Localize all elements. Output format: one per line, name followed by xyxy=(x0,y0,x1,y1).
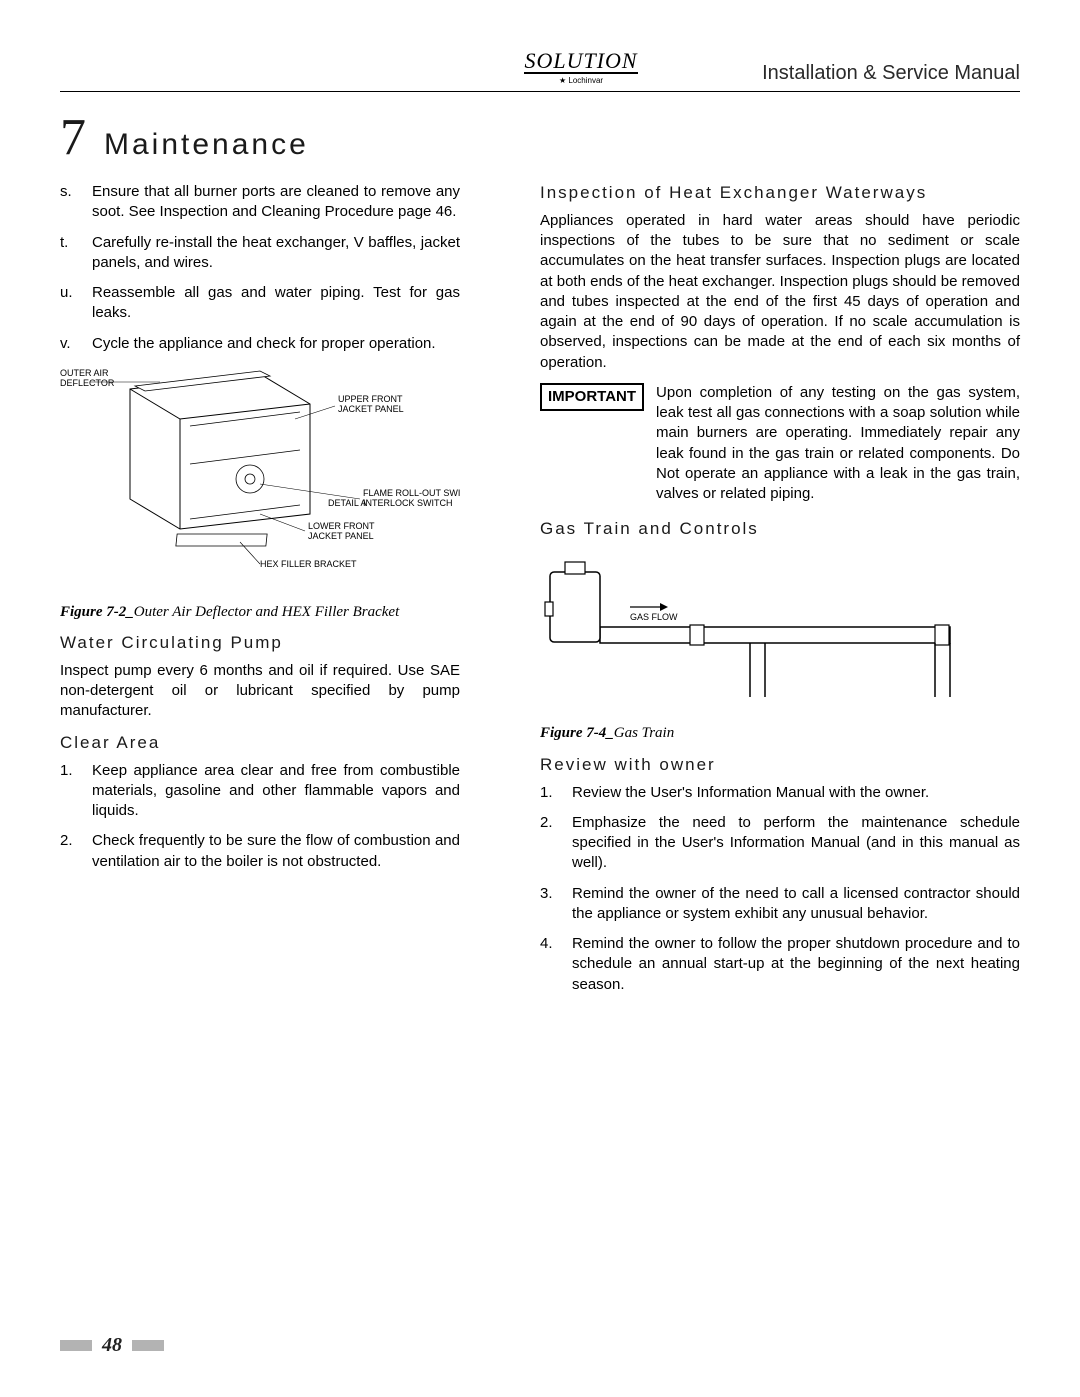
list-marker: 1. xyxy=(540,783,562,803)
logo-subtext: ★ Lochinvar xyxy=(559,76,603,85)
clear-area-heading: Clear Area xyxy=(60,732,460,755)
list-item: v. Cycle the appliance and check for pro… xyxy=(60,334,460,354)
list-text: Cycle the appliance and check for proper… xyxy=(92,334,436,354)
svg-text:UPPER FRONT: UPPER FRONT xyxy=(338,394,403,404)
list-text: Emphasize the need to perform the mainte… xyxy=(572,813,1020,874)
list-text: Review the User's Information Manual wit… xyxy=(572,783,929,803)
page-number-bar-icon xyxy=(132,1340,164,1351)
list-item: 2. Emphasize the need to perform the mai… xyxy=(540,813,1020,874)
chapter-heading: 7 Maintenance xyxy=(60,112,1020,164)
list-text: Ensure that all burner ports are cleaned… xyxy=(92,182,460,223)
list-item: u. Reassemble all gas and water piping. … xyxy=(60,283,460,324)
list-item: 3. Remind the owner of the need to call … xyxy=(540,884,1020,925)
list-text: Check frequently to be sure the flow of … xyxy=(92,831,460,872)
review-owner-heading: Review with owner xyxy=(540,754,1020,777)
list-text: Keep appliance area clear and free from … xyxy=(92,761,460,822)
caption-italic: Outer Air Deflector and HEX Filler Brack… xyxy=(134,604,400,620)
list-item: 1. Keep appliance area clear and free fr… xyxy=(60,761,460,822)
figure-7-2-caption: Figure 7-2_Outer Air Deflector and HEX F… xyxy=(60,602,460,622)
svg-text:DEFLECTOR: DEFLECTOR xyxy=(60,378,115,388)
page-number-block: 48 xyxy=(60,1334,164,1357)
svg-text:JACKET PANEL: JACKET PANEL xyxy=(308,531,374,541)
page-number-bar-icon xyxy=(60,1340,92,1351)
logo-text: SOLUTION xyxy=(524,50,637,74)
brand-logo: SOLUTION ★ Lochinvar xyxy=(524,50,637,85)
list-text: Remind the owner to follow the proper sh… xyxy=(572,934,1020,995)
important-text: Upon completion of any testing on the ga… xyxy=(656,383,1020,505)
list-marker: 1. xyxy=(60,761,82,822)
water-pump-heading: Water Circulating Pump xyxy=(60,632,460,655)
list-marker: t. xyxy=(60,233,82,274)
svg-text:INTERLOCK SWITCH: INTERLOCK SWITCH xyxy=(363,498,453,508)
svg-text:FLAME ROLL-OUT SWITCH /: FLAME ROLL-OUT SWITCH / xyxy=(363,488,460,498)
list-marker: 3. xyxy=(540,884,562,925)
list-marker: s. xyxy=(60,182,82,223)
figure-7-2-diagram: OUTER AIR DEFLECTOR UPPER FRONT JACKET P… xyxy=(60,364,460,594)
list-marker: 4. xyxy=(540,934,562,995)
right-column: Inspection of Heat Exchanger Waterways A… xyxy=(540,182,1020,1005)
inspection-body: Appliances operated in hard water areas … xyxy=(540,211,1020,373)
list-text: Reassemble all gas and water piping. Tes… xyxy=(92,283,460,324)
list-marker: 2. xyxy=(60,831,82,872)
chapter-number: 7 xyxy=(60,112,86,164)
important-label: IMPORTANT xyxy=(540,383,644,411)
list-item: s. Ensure that all burner ports are clea… xyxy=(60,182,460,223)
caption-italic: Gas Train xyxy=(614,725,674,741)
list-marker: 2. xyxy=(540,813,562,874)
svg-text:JACKET PANEL: JACKET PANEL xyxy=(338,404,404,414)
svg-text:DETAIL A: DETAIL A xyxy=(328,498,367,508)
inspection-heading: Inspection of Heat Exchanger Waterways xyxy=(540,182,1020,205)
left-column: s. Ensure that all burner ports are clea… xyxy=(60,182,460,882)
list-marker: u. xyxy=(60,283,82,324)
svg-text:OUTER AIR: OUTER AIR xyxy=(60,368,109,378)
figure-7-4-diagram: GAS FLOW xyxy=(540,547,970,717)
gas-flow-label: GAS FLOW xyxy=(630,612,678,622)
page-number: 48 xyxy=(102,1334,122,1357)
page-header: SOLUTION ★ Lochinvar Installation & Serv… xyxy=(60,50,1020,92)
svg-text:LOWER FRONT: LOWER FRONT xyxy=(308,521,375,531)
list-item: 1. Review the User's Information Manual … xyxy=(540,783,1020,803)
caption-bold: Figure 7-4_ xyxy=(540,725,614,741)
list-item: 2. Check frequently to be sure the flow … xyxy=(60,831,460,872)
list-text: Remind the owner of the need to call a l… xyxy=(572,884,1020,925)
caption-bold: Figure 7-2_ xyxy=(60,604,134,620)
manual-title: Installation & Service Manual xyxy=(762,62,1020,85)
page: SOLUTION ★ Lochinvar Installation & Serv… xyxy=(0,0,1080,1397)
list-marker: v. xyxy=(60,334,82,354)
list-item: t. Carefully re-install the heat exchang… xyxy=(60,233,460,274)
list-item: 4. Remind the owner to follow the proper… xyxy=(540,934,1020,995)
list-text: Carefully re-install the heat exchanger,… xyxy=(92,233,460,274)
water-pump-body: Inspect pump every 6 months and oil if r… xyxy=(60,661,460,722)
figure-7-4-caption: Figure 7-4_Gas Train xyxy=(540,723,1020,743)
gas-train-heading: Gas Train and Controls xyxy=(540,518,1020,541)
important-callout: IMPORTANT Upon completion of any testing… xyxy=(540,383,1020,505)
svg-text:HEX FILLER BRACKET: HEX FILLER BRACKET xyxy=(260,559,357,569)
chapter-title: Maintenance xyxy=(104,128,309,162)
